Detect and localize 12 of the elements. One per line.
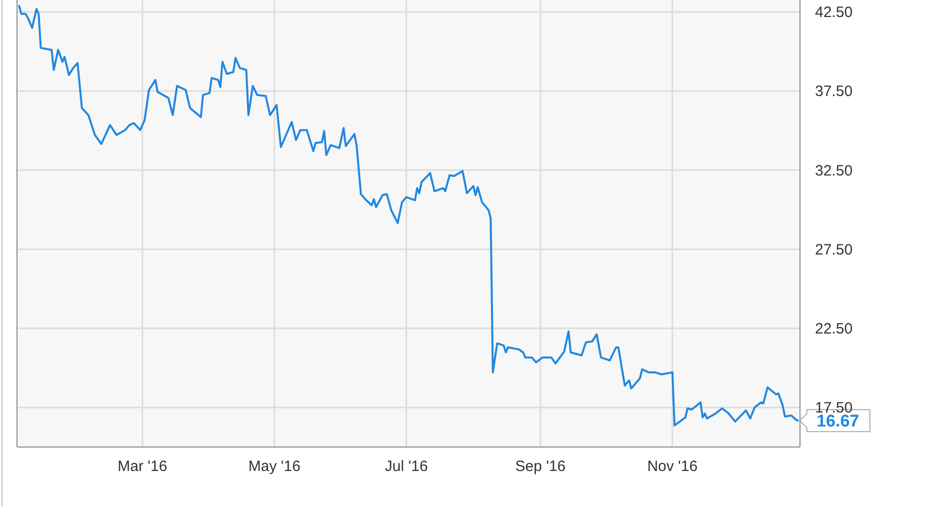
data-label: 16.67 [816,412,860,431]
y-tick-label: 32.50 [815,162,853,180]
x-tick-label: Mar '16 [118,458,168,475]
y-tick-label: 42.50 [815,4,853,22]
x-tick-label: Jul '16 [384,458,428,475]
x-tick-label: Sep '16 [515,458,566,475]
line-series [18,4,799,426]
x-tick-label: May '16 [248,458,300,475]
y-tick-label: 22.50 [815,320,853,338]
y-tick-label: 37.50 [815,83,853,100]
y-tick-label: 27.50 [815,241,853,258]
x-tick-label: Nov '16 [647,458,698,475]
